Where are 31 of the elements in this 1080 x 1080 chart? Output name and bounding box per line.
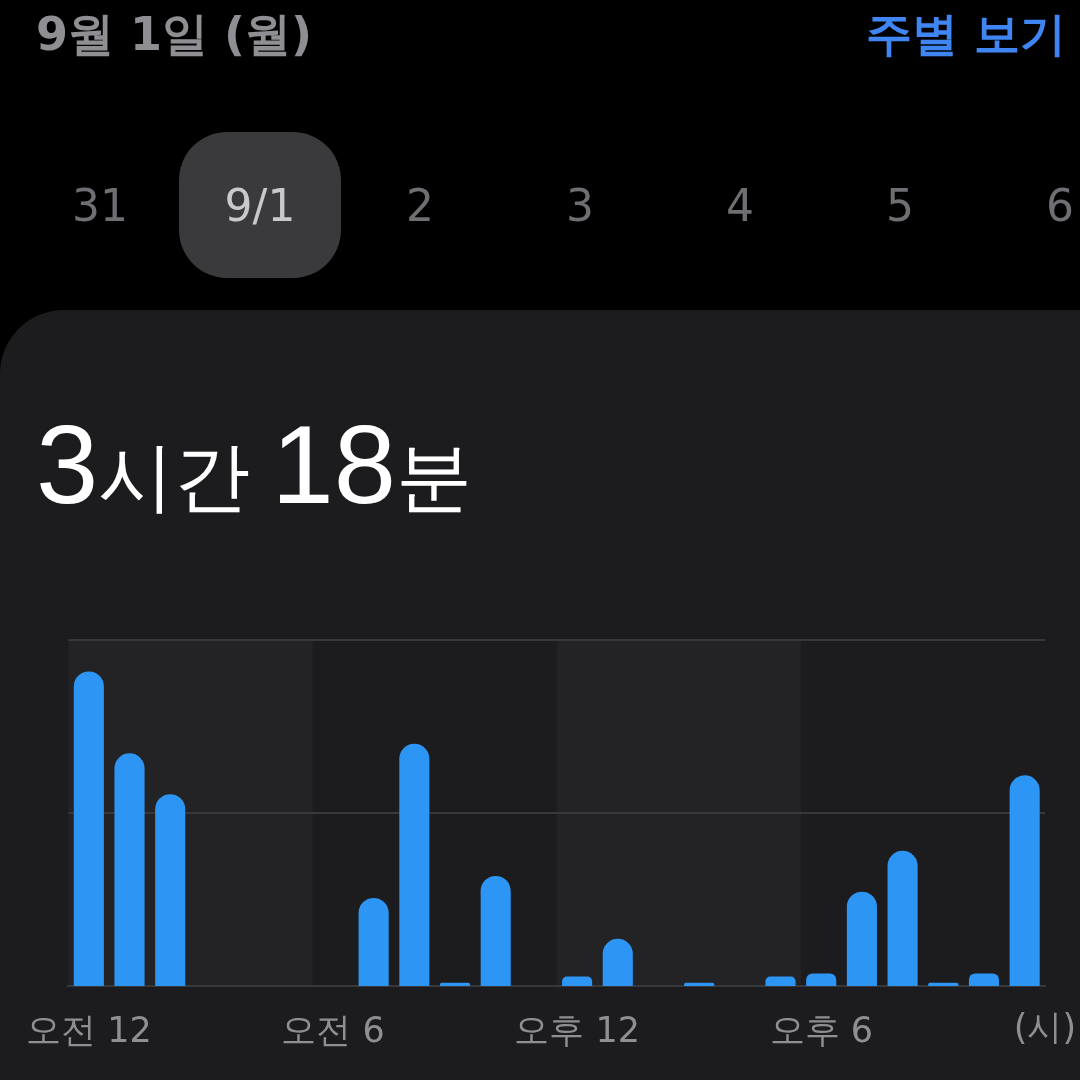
text: 주별 보기 xyxy=(865,6,1066,62)
text: 2 xyxy=(406,180,434,232)
bar xyxy=(765,976,796,986)
bar xyxy=(806,973,837,986)
text: 9/1 xyxy=(224,180,296,232)
bar xyxy=(114,753,145,986)
bar xyxy=(928,982,959,986)
text: 31 xyxy=(72,180,128,232)
text: 5 xyxy=(886,180,914,232)
bar xyxy=(155,794,186,986)
bar xyxy=(1009,775,1040,986)
text: 3 xyxy=(566,180,594,232)
x-tick-label: 오후 12 xyxy=(514,1010,640,1051)
bar xyxy=(73,671,104,986)
chart-title: 3시간 18분 xyxy=(36,402,472,529)
text: 4 xyxy=(726,180,754,232)
x-axis-title: (시) xyxy=(1013,1006,1077,1047)
bar xyxy=(399,743,430,986)
x-tick-label: 오후 6 xyxy=(769,1010,873,1051)
bar xyxy=(562,976,593,986)
text: 6 xyxy=(1046,180,1074,232)
bar xyxy=(358,897,389,986)
bar xyxy=(846,891,877,986)
text: 9월 1일 (월) xyxy=(36,6,313,62)
bar xyxy=(684,982,715,986)
x-tick-label: 오전 12 xyxy=(25,1010,152,1051)
x-tick-label: 오전 6 xyxy=(281,1010,385,1051)
bar xyxy=(968,973,1000,986)
bar xyxy=(887,850,918,986)
bar xyxy=(439,982,471,986)
bar xyxy=(480,875,511,986)
